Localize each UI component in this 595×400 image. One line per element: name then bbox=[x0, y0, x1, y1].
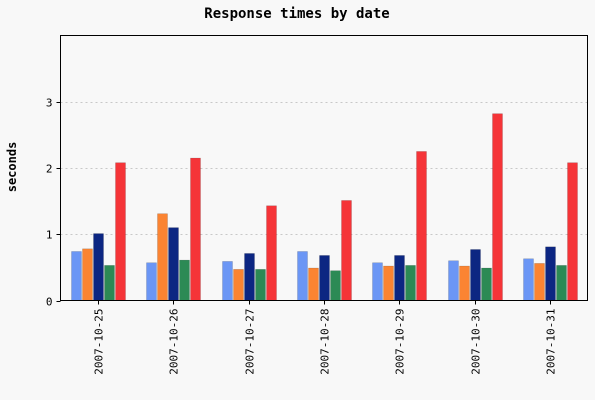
x-tick-label: 2007-10-28 bbox=[319, 309, 332, 375]
bar bbox=[459, 265, 470, 301]
x-tick-label: 2007-10-30 bbox=[470, 309, 483, 375]
bar bbox=[372, 262, 383, 301]
bars bbox=[71, 113, 578, 301]
y-axis-label: seconds bbox=[5, 142, 19, 193]
bar bbox=[190, 157, 201, 301]
bar bbox=[556, 265, 567, 301]
bar bbox=[448, 260, 459, 301]
bar bbox=[416, 151, 427, 301]
bar bbox=[567, 162, 578, 301]
bar bbox=[71, 251, 82, 301]
y-tick-label: 0 bbox=[46, 296, 53, 309]
bar bbox=[297, 251, 308, 301]
x-tick-label: 2007-10-26 bbox=[168, 309, 181, 375]
bar bbox=[222, 261, 233, 301]
bar bbox=[244, 253, 255, 301]
bar bbox=[115, 162, 126, 301]
bar bbox=[255, 269, 266, 301]
bar bbox=[168, 227, 179, 301]
bar bbox=[341, 200, 352, 301]
grid-lines bbox=[60, 102, 588, 235]
x-tick-label: 2007-10-29 bbox=[394, 309, 407, 375]
bar bbox=[470, 249, 481, 301]
bar bbox=[523, 258, 534, 301]
bar bbox=[157, 213, 168, 301]
x-tick-label: 2007-10-31 bbox=[545, 309, 558, 375]
bar bbox=[319, 255, 330, 301]
bar bbox=[534, 263, 545, 301]
bar bbox=[394, 255, 405, 301]
bar bbox=[233, 269, 244, 301]
x-tick-label: 2007-10-27 bbox=[244, 309, 257, 375]
bar bbox=[545, 246, 556, 301]
bar bbox=[179, 259, 190, 301]
chart-title: Response times by date bbox=[204, 6, 389, 22]
bar bbox=[93, 233, 104, 301]
bar bbox=[330, 270, 341, 301]
bar bbox=[82, 248, 93, 301]
y-axis-ticks: 0 1 2 3 bbox=[46, 97, 61, 309]
bar bbox=[104, 265, 115, 301]
x-axis-ticks: 2007-10-25 2007-10-26 2007-10-27 2007-10-28… bbox=[93, 300, 558, 375]
bar bbox=[383, 265, 394, 301]
bar bbox=[492, 113, 503, 301]
y-tick-label: 3 bbox=[46, 97, 53, 110]
y-tick-label: 2 bbox=[46, 163, 53, 176]
bar bbox=[146, 262, 157, 301]
bar bbox=[405, 265, 416, 301]
bar bbox=[481, 267, 492, 301]
y-tick-label: 1 bbox=[46, 229, 53, 242]
x-tick-label: 2007-10-25 bbox=[93, 309, 106, 375]
bar bbox=[308, 267, 319, 301]
bar bbox=[266, 205, 277, 301]
plot-frame bbox=[60, 35, 588, 301]
